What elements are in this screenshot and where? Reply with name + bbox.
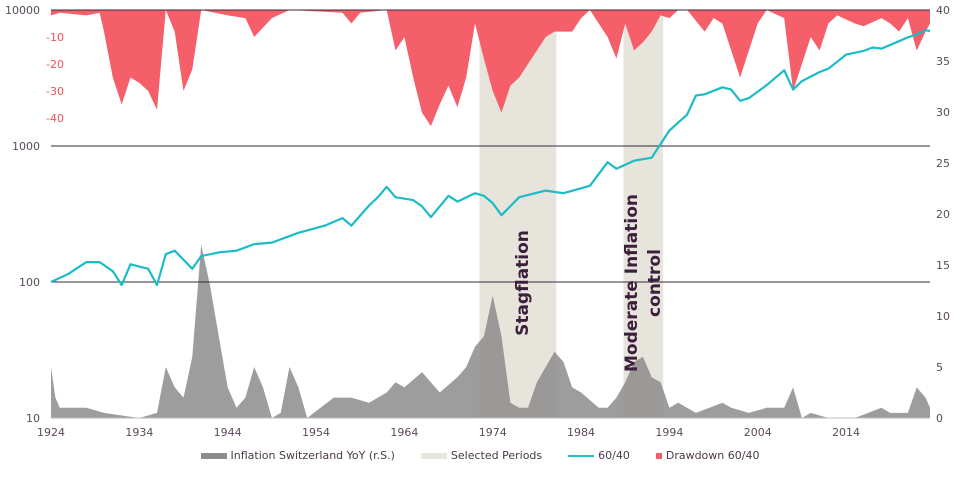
- selected-period: [623, 10, 664, 418]
- legend-swatch-periods: [420, 452, 447, 459]
- legend-label: Drawdown 60/40: [665, 449, 760, 462]
- drawdown-axis-tick: -10: [46, 31, 64, 44]
- x-axis-tick: 1924: [37, 426, 65, 439]
- legend-label: Inflation Switzerland YoY (r.S.): [230, 449, 395, 462]
- x-axis-tick: 1964: [390, 426, 418, 439]
- right-axis-tick: 10: [936, 310, 950, 323]
- legend-swatch-inflation: [200, 452, 227, 459]
- drawdown-area: [51, 10, 930, 127]
- left-axis-tick: 100: [19, 276, 40, 289]
- left-axis-tick: 1000: [12, 140, 40, 153]
- x-axis-tick: 1994: [655, 426, 683, 439]
- annotation-stagflation: Stagflation: [513, 230, 533, 336]
- right-axis-tick: 25: [936, 157, 950, 170]
- x-axis-tick: 1934: [125, 426, 153, 439]
- annotation-moderate-line2: control: [645, 249, 665, 317]
- right-axis-tick: 35: [936, 55, 950, 68]
- left-axis-tick: 10: [26, 412, 40, 425]
- x-axis-tick: 1974: [479, 426, 507, 439]
- legend: Inflation Switzerland YoY (r.S.) Selecte…: [0, 449, 960, 462]
- x-axis-tick: 2004: [744, 426, 772, 439]
- chart: 10 100 1000 10000 -10 -20 -30 -40 0 5 10 15 20 25 30 35…: [5, 4, 950, 439]
- right-axis-tick: 30: [936, 106, 950, 119]
- right-axis-tick: 15: [936, 259, 950, 272]
- right-axis-tick: 40: [936, 4, 950, 17]
- x-axis-tick: 1954: [302, 426, 330, 439]
- legend-item-drawdown: Drawdown 60/40: [655, 449, 760, 462]
- legend-item-6040: 60/40: [568, 449, 630, 462]
- inflation-area: [51, 244, 930, 418]
- right-axis-tick: 20: [936, 208, 950, 221]
- x-axis-tick: 2014: [832, 426, 860, 439]
- legend-swatch-6040: [568, 454, 595, 457]
- legend-item-periods: Selected Periods: [420, 449, 543, 462]
- annotation-moderate-line1: Moderate Inflation: [622, 194, 642, 372]
- line-6040: [50, 29, 931, 287]
- legend-swatch-drawdown: [655, 452, 662, 459]
- legend-label: 60/40: [598, 449, 630, 462]
- right-axis-tick: 5: [936, 361, 943, 374]
- x-axis-tick: 1944: [214, 426, 242, 439]
- drawdown-axis-tick: -30: [46, 85, 64, 98]
- right-axis-tick: 0: [936, 412, 943, 425]
- left-axis-tick: 10000: [5, 4, 40, 17]
- drawdown-axis-tick: -40: [46, 112, 64, 125]
- legend-item-inflation: Inflation Switzerland YoY (r.S.): [200, 449, 395, 462]
- legend-label: Selected Periods: [450, 449, 543, 462]
- x-axis-tick: 1984: [567, 426, 595, 439]
- drawdown-axis-tick: -20: [46, 58, 64, 71]
